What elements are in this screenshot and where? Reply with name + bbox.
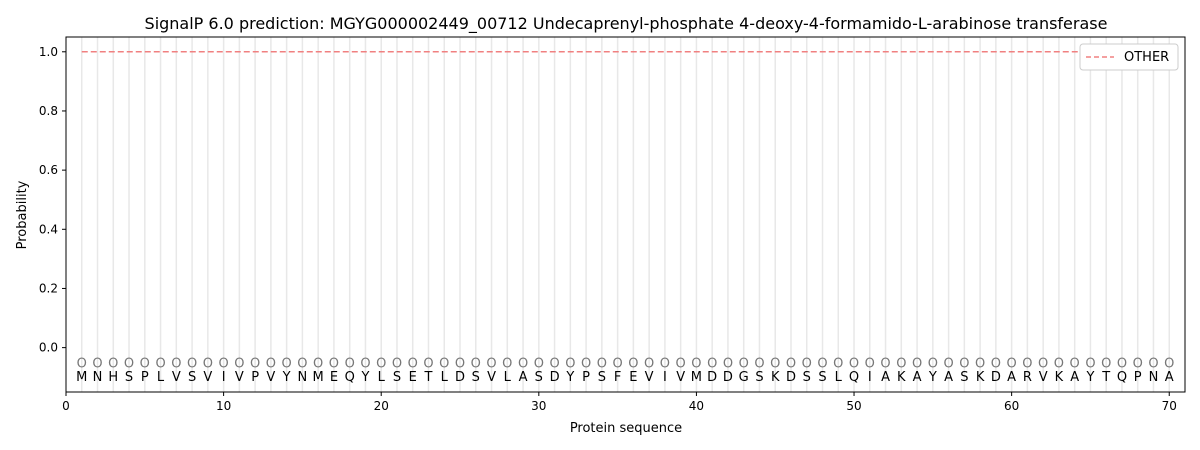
x-tick-label: 60 <box>1004 399 1019 413</box>
predicted-label-marker: O <box>1007 356 1017 371</box>
y-tick-label: 0.2 <box>39 281 58 295</box>
predicted-label-marker: O <box>455 356 465 371</box>
y-axis-label: Probability <box>15 180 30 249</box>
predicted-label-marker: O <box>660 356 670 371</box>
predicted-label-marker: O <box>155 356 165 371</box>
predicted-label-marker: O <box>1022 356 1032 371</box>
predicted-label-marker: O <box>754 356 764 371</box>
predicted-label-marker: O <box>770 356 780 371</box>
predicted-label-marker: O <box>423 356 433 371</box>
predicted-label-marker: O <box>865 356 875 371</box>
predicted-label-marker: O <box>786 356 796 371</box>
x-tick-label: 10 <box>216 399 231 413</box>
predicted-label-marker: O <box>739 356 749 371</box>
x-tick-label: 20 <box>374 399 389 413</box>
predicted-label-marker: O <box>549 356 559 371</box>
chart-title: SignalP 6.0 prediction: MGYG000002449_00… <box>145 14 1108 34</box>
predicted-label-marker: O <box>203 356 213 371</box>
x-tick-label: 50 <box>846 399 861 413</box>
predicted-label-marker: O <box>297 356 307 371</box>
predicted-label-marker: O <box>471 356 481 371</box>
predicted-label-marker: O <box>1054 356 1064 371</box>
predicted-label-marker: O <box>691 356 701 371</box>
predicted-label-marker: O <box>817 356 827 371</box>
predicted-label-marker: O <box>376 356 386 371</box>
predicted-label-marker: O <box>282 356 292 371</box>
predicted-label-marker: O <box>613 356 623 371</box>
x-tick-label: 30 <box>531 399 546 413</box>
predicted-label-marker: O <box>502 356 512 371</box>
predicted-label-marker: O <box>329 356 339 371</box>
predicted-label-marker: O <box>723 356 733 371</box>
legend-label-other: OTHER <box>1124 50 1169 65</box>
predicted-label-marker: O <box>912 356 922 371</box>
y-tick-label: 0.4 <box>39 222 58 236</box>
predicted-label-marker: O <box>234 356 244 371</box>
predicted-label-marker: O <box>1070 356 1080 371</box>
predicted-label-marker: O <box>187 356 197 371</box>
x-axis-label: Protein sequence <box>570 421 682 436</box>
predicted-label-marker: O <box>1085 356 1095 371</box>
predicted-label-marker: O <box>1038 356 1048 371</box>
predicted-label-marker: O <box>124 356 134 371</box>
predicted-label-marker: O <box>140 356 150 371</box>
y-tick-label: 0.0 <box>39 341 58 355</box>
predicted-label-marker: O <box>849 356 859 371</box>
predicted-label-marker: O <box>928 356 938 371</box>
predicted-label-marker: O <box>581 356 591 371</box>
predicted-label-marker: O <box>218 356 228 371</box>
predicted-label-marker: O <box>802 356 812 371</box>
predicted-label-marker: O <box>975 356 985 371</box>
predicted-label-marker: O <box>266 356 276 371</box>
predicted-label-marker: O <box>313 356 323 371</box>
y-axis-ticks: 0.0 0.2 0.4 0.6 0.8 1.0 <box>39 45 66 355</box>
predicted-label-marker: O <box>1164 356 1174 371</box>
predicted-label-marker: O <box>565 356 575 371</box>
predicted-label-marker: O <box>676 356 686 371</box>
predicted-label-marker: O <box>644 356 654 371</box>
predicted-label-marker: O <box>360 356 370 371</box>
x-axis-ticks: 0 10 20 30 40 50 60 70 <box>62 392 1177 413</box>
residue-gridlines <box>81 37 1170 392</box>
predicted-label-marker: O <box>628 356 638 371</box>
predicted-label-marker: O <box>171 356 181 371</box>
predicted-label-marker: O <box>880 356 890 371</box>
predicted-label-marker: O <box>959 356 969 371</box>
predicted-label-marker: O <box>1101 356 1111 371</box>
predicted-label-marker: O <box>943 356 953 371</box>
predicted-label-marker: O <box>392 356 402 371</box>
predicted-label-marker: O <box>345 356 355 371</box>
predicted-label-marker: O <box>534 356 544 371</box>
predicted-label-marker: O <box>486 356 496 371</box>
y-tick-label: 1.0 <box>39 45 58 59</box>
predicted-label-marker: O <box>597 356 607 371</box>
predicted-label-marker: O <box>250 356 260 371</box>
predicted-label-marker: O <box>833 356 843 371</box>
plot-frame <box>65 36 1186 393</box>
predicted-label-marker: O <box>1148 356 1158 371</box>
predicted-label-marker: O <box>408 356 418 371</box>
predicted-label-marker: O <box>518 356 528 371</box>
predicted-label-marker: O <box>991 356 1001 371</box>
x-tick-label: 70 <box>1162 399 1177 413</box>
residue-sequence: MNHSPLVSVIVPVYNMEQYLSETLDSVLASDYPSFEVIVM… <box>76 370 1174 385</box>
x-tick-label: 40 <box>689 399 704 413</box>
predicted-label-marker: O <box>77 356 87 371</box>
legend: OTHER <box>1079 43 1179 71</box>
y-tick-label: 0.6 <box>39 163 58 177</box>
x-tick-label: 0 <box>62 399 70 413</box>
predicted-label-marker: O <box>1117 356 1127 371</box>
predicted-label-marker: O <box>92 356 102 371</box>
y-tick-label: 0.8 <box>39 104 58 118</box>
predicted-label-marker: O <box>707 356 717 371</box>
predicted-label-marker: O <box>1133 356 1143 371</box>
predicted-label-marker: O <box>896 356 906 371</box>
predicted-label-marker: O <box>108 356 118 371</box>
predicted-label-marker: O <box>439 356 449 371</box>
